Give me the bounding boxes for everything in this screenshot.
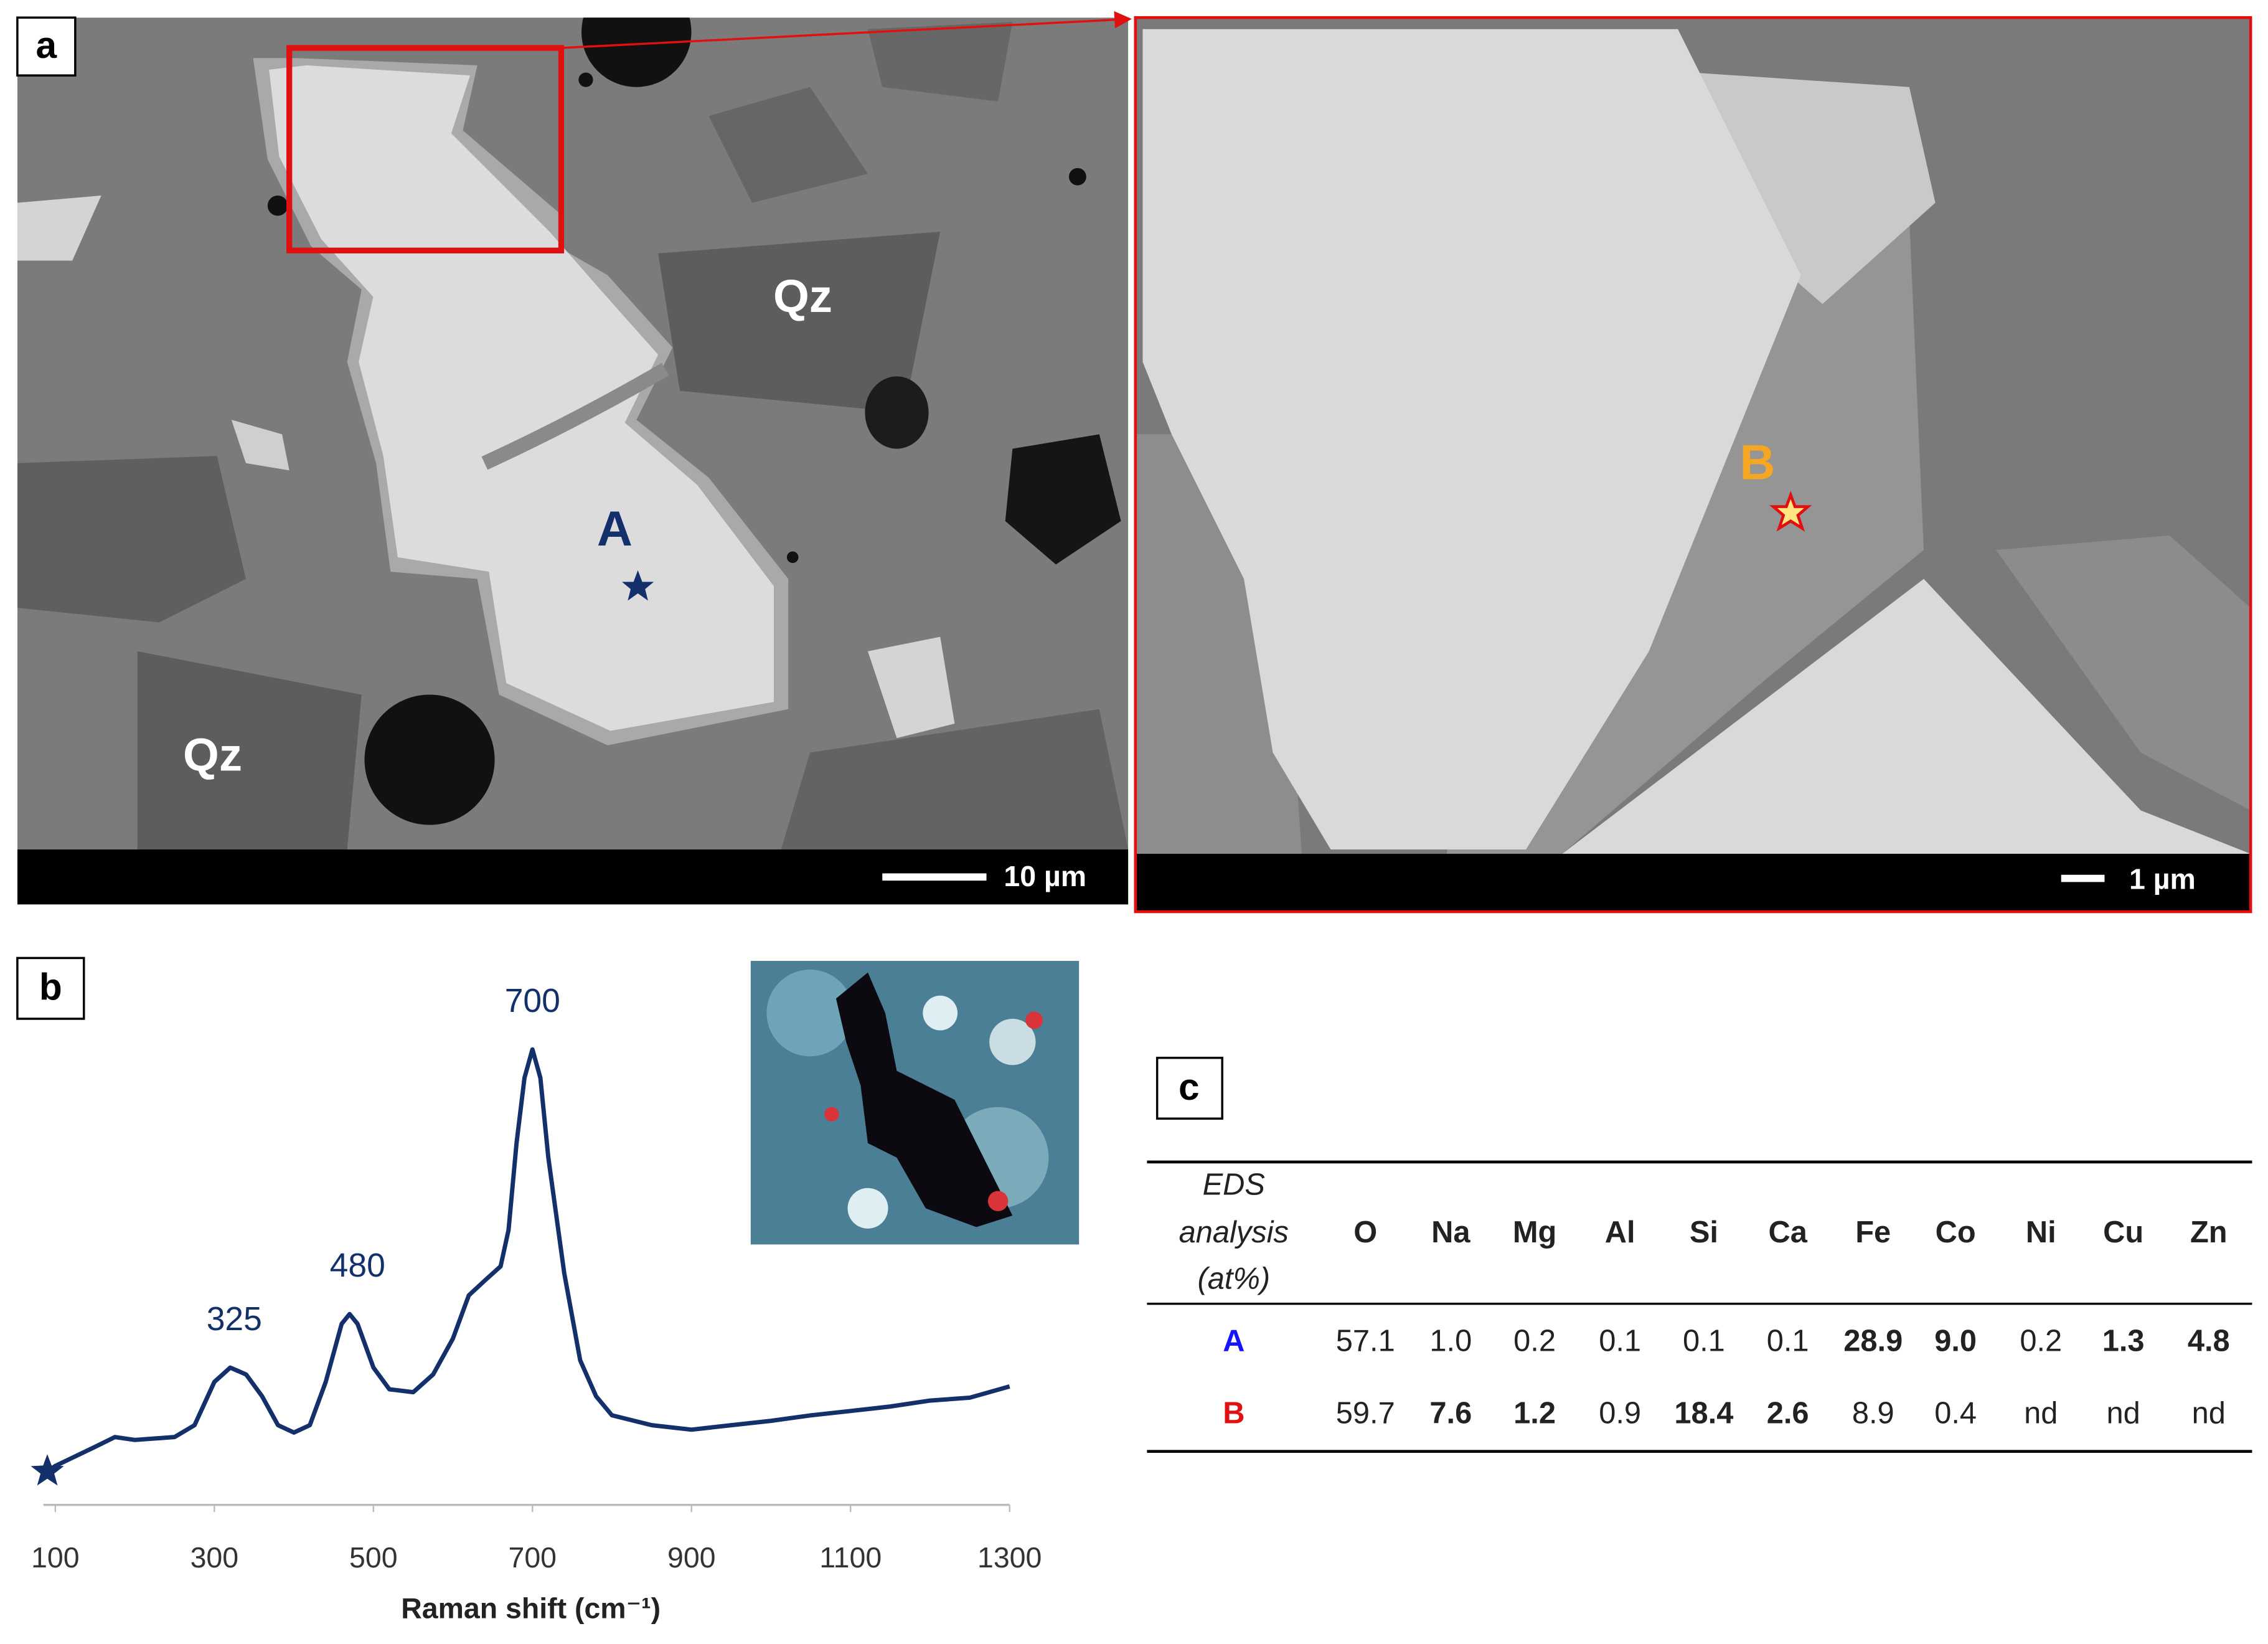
table-header-label: (at%) (1198, 1262, 1271, 1295)
peak-label: 480 (330, 1247, 385, 1284)
table-column-header: Zn (2190, 1216, 2228, 1249)
point-marker (1769, 491, 1812, 532)
scale-label: 10 µm (1004, 860, 1086, 892)
spectrum-line (45, 1047, 1010, 1473)
table-cell: 0.1 (1767, 1324, 1809, 1358)
table-header-label: analysis (1179, 1216, 1289, 1249)
sem-image-left (17, 17, 1129, 905)
table-column-header: Si (1690, 1216, 1718, 1249)
mineral-label: Qz (183, 729, 242, 780)
table-column-header: Cu (2103, 1216, 2143, 1249)
table-header-label: EDS (1203, 1168, 1266, 1201)
x-tick-label: 500 (349, 1541, 398, 1574)
x-axis-title: Raman shift (cm⁻¹) (401, 1592, 661, 1624)
table-cell: 0.2 (2020, 1324, 2062, 1358)
table-column-header: Mg (1513, 1216, 1556, 1249)
scale-label: 1 µm (2129, 863, 2196, 895)
table-cell: 0.2 (1513, 1324, 1556, 1358)
table-cell: 8.9 (1852, 1396, 1894, 1430)
table-cell: 1.0 (1429, 1324, 1472, 1358)
table-cell: 2.6 (1767, 1396, 1809, 1430)
table-cell: 28.9 (1843, 1324, 1903, 1358)
raman-photo (750, 961, 1080, 1245)
table-cell: nd (2107, 1396, 2140, 1430)
table-row-label: A (1223, 1324, 1245, 1358)
panel-label-box (1155, 1056, 1223, 1120)
zoom-frame (1134, 16, 2252, 914)
panel-label-box (16, 16, 77, 77)
table-cell: 57.1 (1336, 1324, 1395, 1358)
table-column-header: Co (1936, 1216, 1976, 1249)
table-cell: 0.4 (1934, 1396, 1977, 1430)
point-label: A (597, 501, 633, 556)
x-tick-label: 300 (191, 1541, 239, 1574)
table-column-header: Na (1431, 1216, 1470, 1249)
panel-label: b (39, 965, 62, 1008)
spectrum-start-marker (31, 1454, 64, 1486)
table-cell: 0.1 (1683, 1324, 1725, 1358)
panel-label: a (36, 24, 57, 66)
panel-label-box (16, 957, 85, 1020)
x-tick-label: 1100 (819, 1541, 882, 1574)
table-cell: 0.9 (1599, 1396, 1641, 1430)
table-cell: 7.6 (1429, 1396, 1472, 1430)
table-cell: 59.7 (1336, 1396, 1395, 1430)
table-column-header: Al (1605, 1216, 1635, 1249)
table-column-header: Fe (1855, 1216, 1891, 1249)
x-tick-label: 900 (667, 1541, 716, 1574)
peak-label: 700 (505, 983, 560, 1019)
table-column-header: O (1353, 1216, 1377, 1249)
table-cell: 0.1 (1599, 1324, 1641, 1358)
table-column-header: Ca (1768, 1216, 1807, 1249)
table-cell: 9.0 (1934, 1324, 1977, 1358)
table-cell: nd (2024, 1396, 2058, 1430)
table-column-header: Ni (2026, 1216, 2056, 1249)
table-cell: nd (2192, 1396, 2226, 1430)
x-tick-label: 700 (509, 1541, 557, 1574)
panel-label: c (1179, 1065, 1200, 1108)
table-row-label: B (1223, 1396, 1245, 1430)
zoom-arrow (561, 11, 1132, 49)
table-cell: 18.4 (1674, 1396, 1733, 1430)
table-cell: 1.3 (2102, 1324, 2145, 1358)
point-label: B (1739, 434, 1775, 489)
table-cell: 4.8 (2188, 1324, 2230, 1358)
sem-image-right (1135, 17, 2251, 912)
peak-label: 325 (207, 1301, 262, 1338)
mineral-label: Qz (773, 270, 832, 322)
x-tick-label: 100 (31, 1541, 80, 1574)
zoom-box (286, 45, 565, 253)
point-marker (622, 570, 654, 601)
x-tick-label: 1300 (977, 1541, 1042, 1574)
table-cell: 1.2 (1513, 1396, 1556, 1430)
